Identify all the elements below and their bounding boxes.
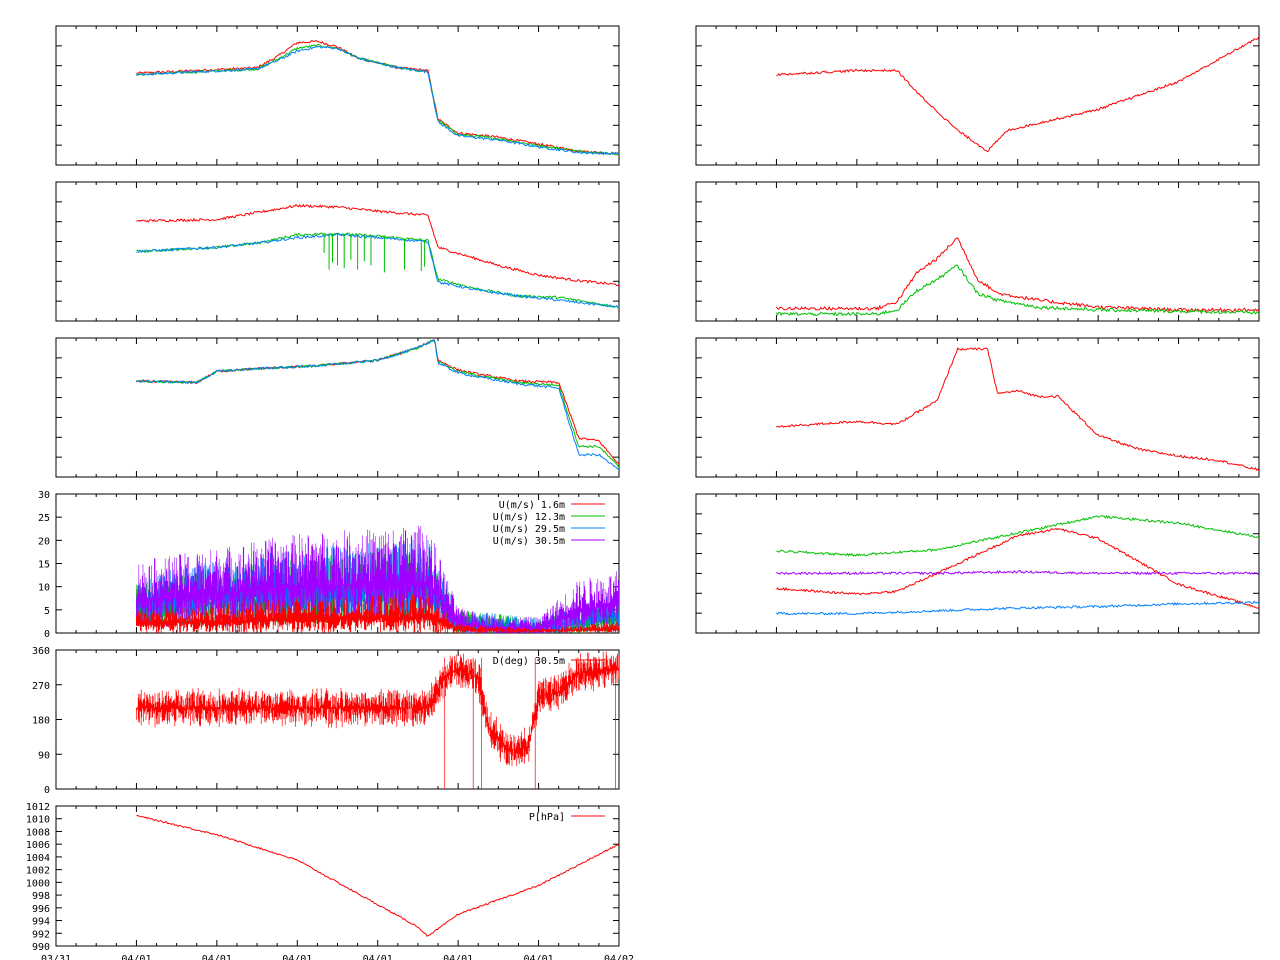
x-tick-label-date: 04/01 [524,954,554,960]
panel-right-panel-2 [695,181,1260,322]
y-tick-label: 1012 [26,802,50,813]
series-line [775,264,1260,317]
panel-right-panel-1 [695,25,1260,166]
y-tick-label: 998 [32,891,50,902]
series-dropouts [323,233,426,273]
x-tick-label-date: 04/01 [121,954,151,960]
series-line [136,40,620,156]
legend-label: U(m/s) 12.3m [493,512,565,523]
series-line [136,45,620,156]
y-tick-label: 360 [32,646,50,657]
series-line [776,35,1260,153]
x-tick-label-date: 04/02 [604,954,634,960]
x-tick-label-date: 03/31 [41,954,71,960]
series-line [135,43,620,156]
y-tick-label: 1000 [26,878,50,889]
series-line [136,232,620,309]
y-tick-label: 15 [38,560,50,571]
y-tick-label: 1008 [26,827,50,838]
series-line [136,651,620,789]
legend-label: U(m/s) 1.6m [499,500,565,511]
panel-frame [55,337,620,478]
legend-label: P[hPa] [529,812,565,823]
y-tick-label: 20 [38,536,50,547]
series-line [776,237,1260,313]
y-tick-label: 5 [44,606,50,617]
series-line [776,570,1260,576]
legend-label: U(m/s) 29.5m [493,524,565,535]
y-tick-label: 0 [44,785,50,796]
y-tick-label: 25 [38,513,50,524]
series-line [136,814,620,937]
y-tick-label: 994 [32,917,50,928]
legend-label: D(deg) 30.5m [493,656,565,667]
y-tick-label: 1010 [26,815,50,826]
y-tick-label: 1002 [26,866,50,877]
legend-label: U(m/s) 30.5m [493,536,565,547]
y-tick-label: 1004 [26,853,50,864]
y-tick-label: 0 [44,629,50,640]
series-line [136,233,620,309]
y-tick-label: 10 [38,583,50,594]
y-tick-label: 270 [32,681,50,692]
panel-temperature-profile [55,25,620,166]
panel-frame [55,805,620,947]
y-tick-label: 180 [32,716,50,727]
x-tick-label-date: 04/01 [443,954,473,960]
panel-right-panel-4 [695,493,1260,634]
panel-potential-temperature-profile [55,337,620,478]
series-line [136,592,620,633]
series-line [776,528,1260,609]
series-line [776,600,1260,616]
series-line [136,339,620,470]
panel-pressure: 9909929949969981000100210041006100810101… [26,802,620,953]
y-tick-label: 30 [38,490,50,501]
series-line [776,347,1260,472]
y-tick-label: 1006 [26,840,50,851]
y-tick-label: 992 [32,929,50,940]
y-tick-label: 990 [32,942,50,953]
panel-humidity-profile [55,181,620,322]
x-tick-label-date: 04/01 [363,954,393,960]
panel-wind-direction: 0 90 180 270 360 [32,646,620,796]
panel-right-panel-3 [695,337,1260,478]
series-line [776,514,1260,557]
y-tick-label: 996 [32,904,50,915]
x-tick-label-date: 04/01 [202,954,232,960]
y-tick-label: 90 [38,750,50,761]
series-line [136,203,620,287]
panel-frame [695,181,1260,322]
series-line [136,338,620,465]
x-tick-label-date: 04/01 [282,954,312,960]
panel-frame [695,493,1260,634]
series-line [136,525,620,633]
